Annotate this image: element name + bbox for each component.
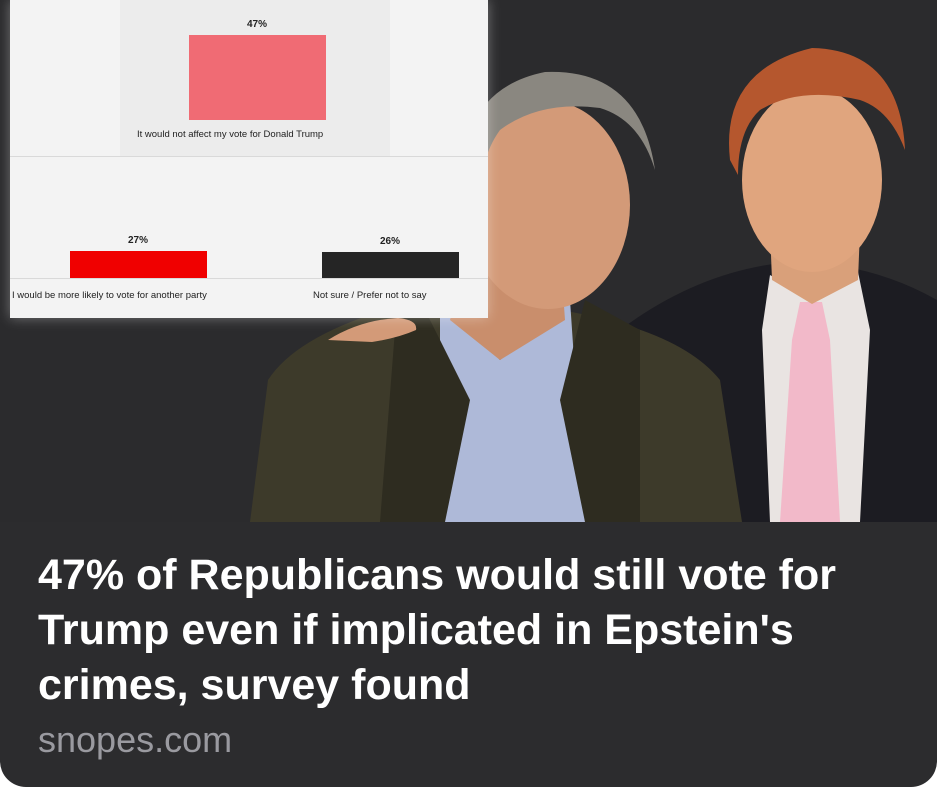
category-label: Not sure / Prefer not to say <box>313 290 427 301</box>
category-label: I would be more likely to vote for anoth… <box>12 290 207 301</box>
bar-value-label: 47% <box>246 19 267 30</box>
bar-another-party <box>69 250 207 278</box>
bar-value-label: 27% <box>127 234 148 246</box>
hero-image[interactable]: 47% It would not affect my vote for Dona… <box>0 0 937 522</box>
bar-not-affect <box>188 35 326 120</box>
chart-divider <box>10 156 488 157</box>
bar-value-label: 26% <box>379 235 400 247</box>
source-domain[interactable]: snopes.com <box>38 719 233 760</box>
category-label: It would not affect my vote for Donald T… <box>137 129 324 140</box>
chart-baseline <box>10 278 488 279</box>
bar-not-sure <box>321 251 459 278</box>
survey-chart: 47% It would not affect my vote for Dona… <box>10 0 488 318</box>
article-headline[interactable]: 47% of Republicans would still vote for … <box>38 551 836 709</box>
